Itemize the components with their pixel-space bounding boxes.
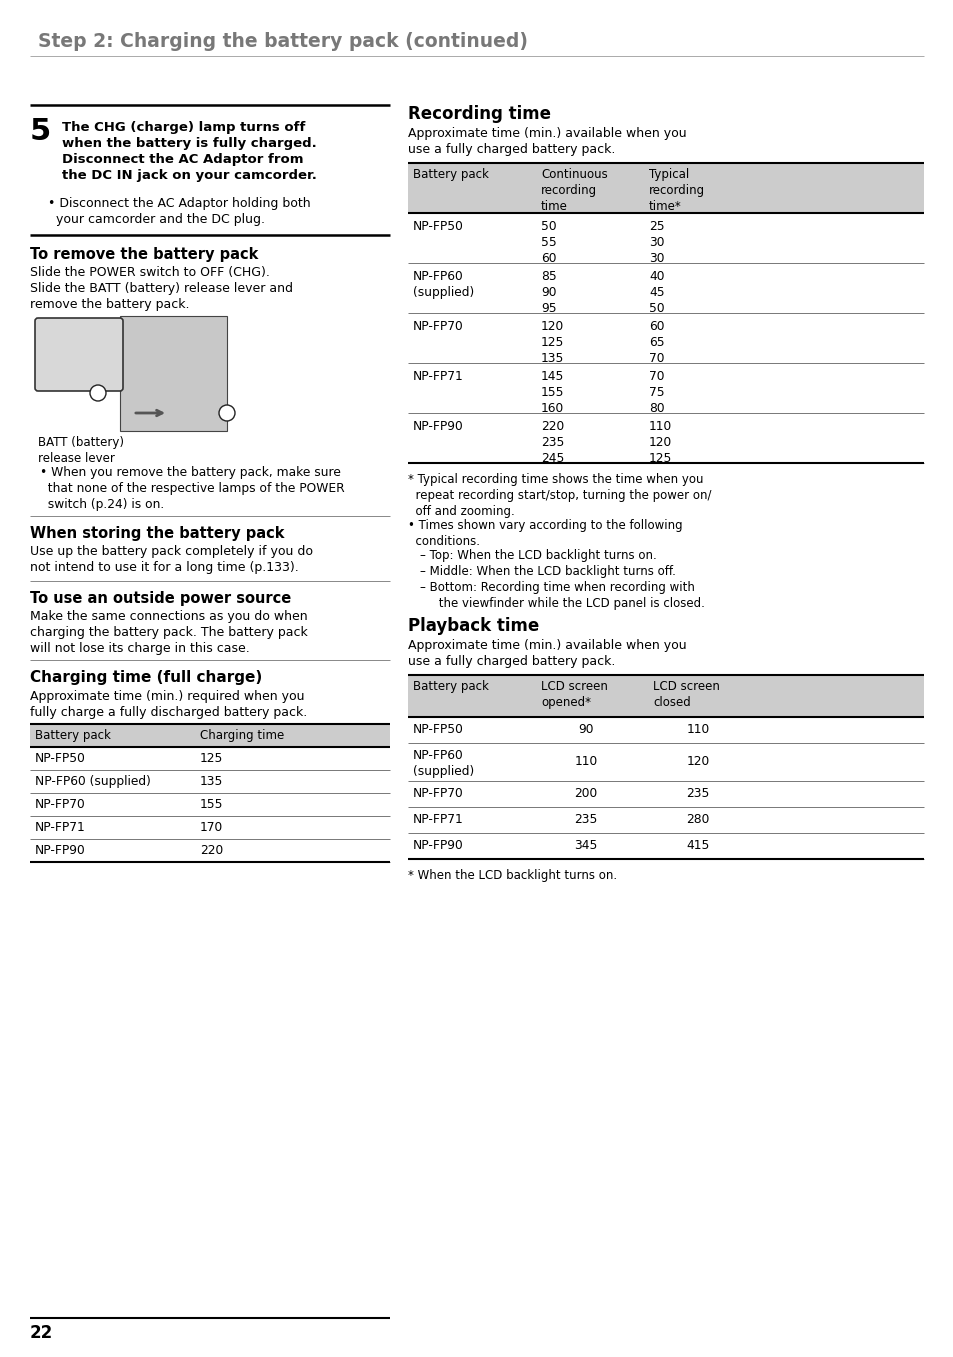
Text: NP-FP60
(supplied): NP-FP60 (supplied) — [413, 270, 474, 299]
Text: NP-FP70: NP-FP70 — [413, 320, 463, 332]
Text: Approximate time (min.) available when you
use a fully charged battery pack.: Approximate time (min.) available when y… — [408, 639, 686, 668]
Text: 85
90
95: 85 90 95 — [540, 270, 557, 315]
Text: 235: 235 — [574, 813, 598, 826]
Text: Typical
recording
time*: Typical recording time* — [648, 168, 704, 213]
FancyBboxPatch shape — [35, 318, 123, 391]
Text: * When the LCD backlight turns on.: * When the LCD backlight turns on. — [408, 868, 617, 882]
Text: Make the same connections as you do when
charging the battery pack. The battery : Make the same connections as you do when… — [30, 611, 308, 655]
Text: NP-FP60 (supplied): NP-FP60 (supplied) — [35, 775, 151, 788]
Text: – Middle: When the LCD backlight turns off.: – Middle: When the LCD backlight turns o… — [419, 565, 675, 578]
Text: NP-FP50: NP-FP50 — [35, 752, 86, 765]
Text: 40
45
50: 40 45 50 — [648, 270, 664, 315]
Text: • Disconnect the AC Adaptor holding both
  your camcorder and the DC plug.: • Disconnect the AC Adaptor holding both… — [48, 197, 311, 227]
Text: The CHG (charge) lamp turns off
when the battery is fully charged.
Disconnect th: The CHG (charge) lamp turns off when the… — [62, 121, 316, 182]
Text: 110: 110 — [574, 754, 597, 768]
Text: 135: 135 — [200, 775, 223, 788]
Text: Battery pack: Battery pack — [413, 680, 488, 693]
Text: Battery pack: Battery pack — [413, 168, 488, 180]
Text: 22: 22 — [30, 1324, 53, 1342]
Text: NP-FP71: NP-FP71 — [413, 370, 463, 383]
Circle shape — [90, 385, 106, 402]
Text: NP-FP70: NP-FP70 — [413, 787, 463, 801]
Text: NP-FP50: NP-FP50 — [413, 723, 463, 735]
Text: • Times shown vary according to the following
  conditions.: • Times shown vary according to the foll… — [408, 518, 682, 548]
Text: NP-FP90: NP-FP90 — [413, 839, 463, 852]
Text: 25
30
30: 25 30 30 — [648, 220, 664, 265]
Text: Slide the POWER switch to OFF (CHG).
Slide the BATT (battery) release lever and
: Slide the POWER switch to OFF (CHG). Sli… — [30, 266, 293, 311]
Text: NP-FP70: NP-FP70 — [35, 798, 86, 811]
Text: Playback time: Playback time — [408, 617, 538, 635]
Text: 415: 415 — [685, 839, 709, 852]
Text: Use up the battery pack completely if you do
not intend to use it for a long tim: Use up the battery pack completely if yo… — [30, 546, 313, 574]
Text: 145
155
160: 145 155 160 — [540, 370, 564, 415]
Text: To remove the battery pack: To remove the battery pack — [30, 247, 258, 262]
Text: 235: 235 — [685, 787, 709, 801]
Text: NP-FP71: NP-FP71 — [35, 821, 86, 835]
Text: 90: 90 — [578, 723, 593, 735]
Text: 120
125
135: 120 125 135 — [540, 320, 564, 365]
Text: To use an outside power source: To use an outside power source — [30, 592, 291, 607]
Text: • When you remove the battery pack, make sure
  that none of the respective lamp: • When you remove the battery pack, make… — [40, 465, 344, 512]
Text: Approximate time (min.) available when you
use a fully charged battery pack.: Approximate time (min.) available when y… — [408, 128, 686, 156]
Text: * Typical recording time shows the time when you
  repeat recording start/stop, : * Typical recording time shows the time … — [408, 474, 711, 518]
Text: 110
120
125: 110 120 125 — [648, 421, 672, 465]
Text: 345: 345 — [574, 839, 598, 852]
Text: 220: 220 — [200, 844, 223, 858]
Text: 60
65
70: 60 65 70 — [648, 320, 664, 365]
Text: 125: 125 — [200, 752, 223, 765]
Text: 220
235
245: 220 235 245 — [540, 421, 564, 465]
Bar — [30, 725, 390, 746]
Text: 155: 155 — [200, 798, 223, 811]
Text: – Bottom: Recording time when recording with
     the viewfinder while the LCD p: – Bottom: Recording time when recording … — [419, 581, 704, 611]
Text: Step 2: Charging the battery pack (continued): Step 2: Charging the battery pack (conti… — [38, 33, 527, 52]
Text: – Top: When the LCD backlight turns on.: – Top: When the LCD backlight turns on. — [419, 550, 656, 562]
Bar — [408, 674, 923, 716]
Text: Charging time: Charging time — [200, 729, 284, 742]
Text: 5: 5 — [30, 117, 51, 147]
Text: 170: 170 — [200, 821, 223, 835]
Text: LCD screen
opened*: LCD screen opened* — [540, 680, 607, 708]
Text: 280: 280 — [685, 813, 709, 826]
Text: 50
55
60: 50 55 60 — [540, 220, 557, 265]
Text: BATT (battery)
release lever: BATT (battery) release lever — [38, 436, 124, 465]
Text: LCD screen
closed: LCD screen closed — [652, 680, 720, 708]
Text: 70
75
80: 70 75 80 — [648, 370, 664, 415]
Text: Charging time (full charge): Charging time (full charge) — [30, 670, 262, 685]
Text: 110: 110 — [685, 723, 709, 735]
Text: 2: 2 — [224, 407, 230, 417]
Text: Approximate time (min.) required when you
fully charge a fully discharged batter: Approximate time (min.) required when yo… — [30, 689, 307, 719]
Text: Battery pack: Battery pack — [35, 729, 111, 742]
Text: NP-FP60
(supplied): NP-FP60 (supplied) — [413, 749, 474, 778]
Text: NP-FP90: NP-FP90 — [35, 844, 86, 858]
Text: NP-FP50: NP-FP50 — [413, 220, 463, 233]
Text: 200: 200 — [574, 787, 597, 801]
Text: Continuous
recording
time: Continuous recording time — [540, 168, 607, 213]
Text: 120: 120 — [685, 754, 709, 768]
Text: NP-FP90: NP-FP90 — [413, 421, 463, 433]
Bar — [120, 316, 227, 432]
Text: 1: 1 — [95, 387, 101, 396]
Circle shape — [219, 404, 234, 421]
Text: When storing the battery pack: When storing the battery pack — [30, 527, 284, 541]
Text: Recording time: Recording time — [408, 104, 551, 123]
Text: NP-FP71: NP-FP71 — [413, 813, 463, 826]
Bar — [408, 163, 923, 213]
